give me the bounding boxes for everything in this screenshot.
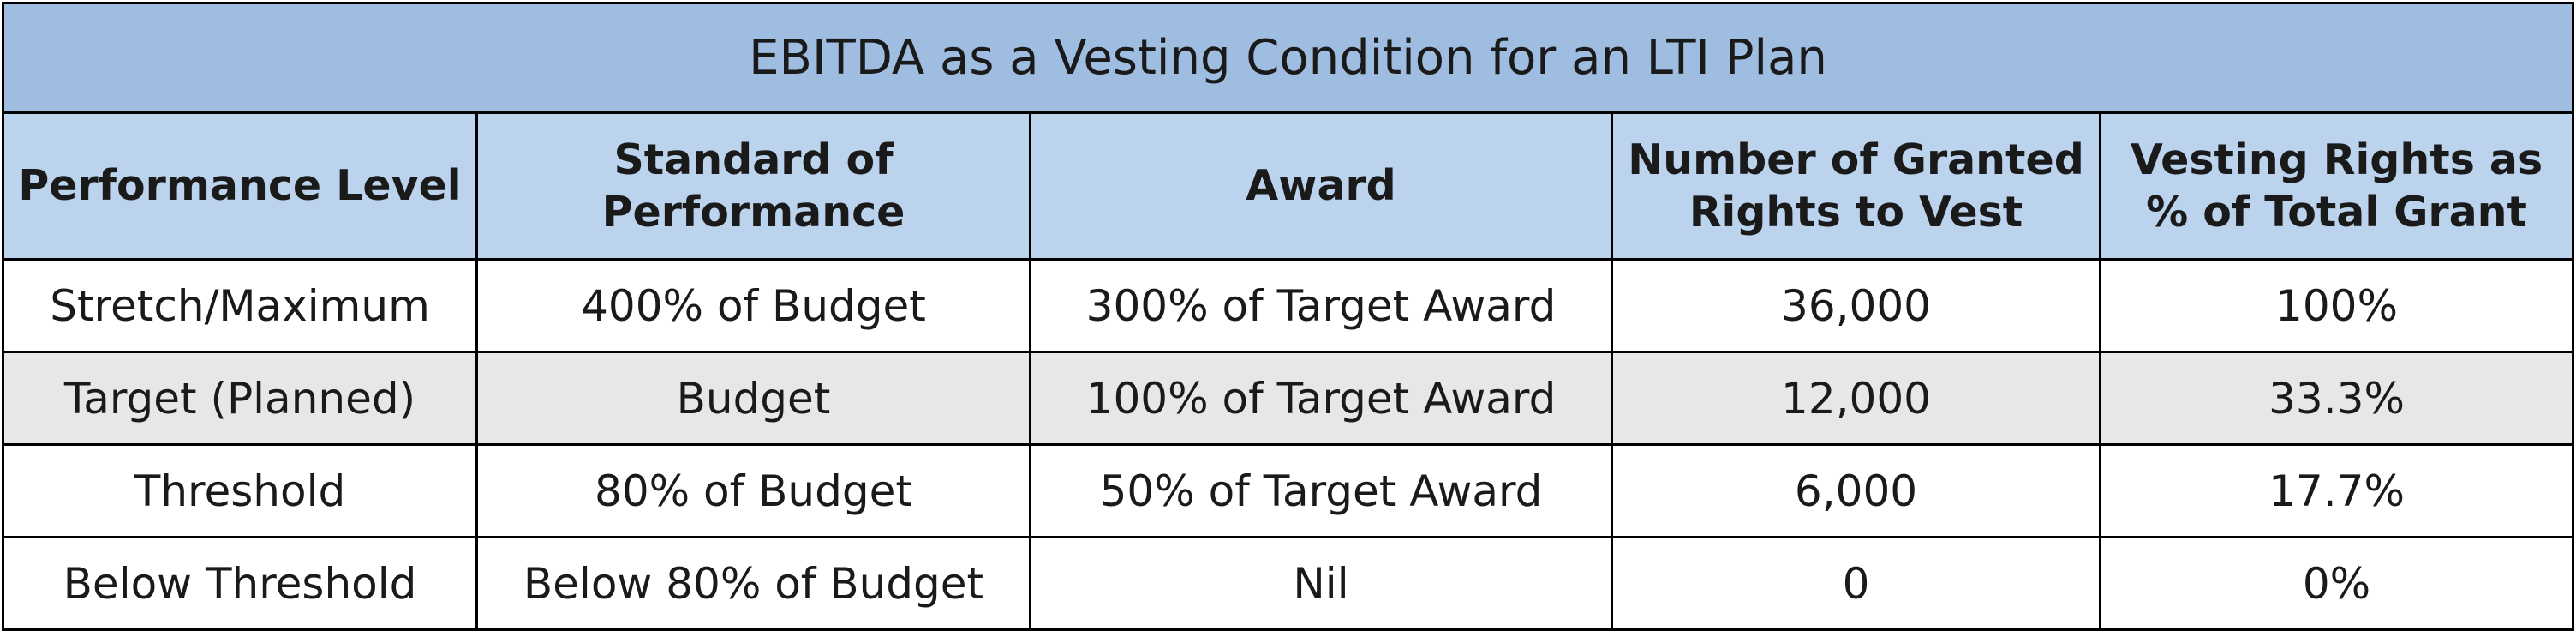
cell-granted-rights: 36,000: [1611, 258, 2101, 353]
table-row: Stretch/Maximum 400% of Budget 300% of T…: [2, 258, 2575, 353]
cell-performance-level: Threshold: [2, 443, 478, 538]
header-standard-of-performance: Standard of Performance: [475, 111, 1031, 261]
cell-performance-level: Stretch/Maximum: [2, 258, 478, 353]
cell-standard: Budget: [475, 351, 1031, 446]
cell-standard: 80% of Budget: [475, 443, 1031, 538]
table-title: EBITDA as a Vesting Condition for an LTI…: [1, 2, 2575, 114]
cell-performance-level: Below Threshold: [2, 536, 478, 631]
table-row: Below Threshold Below 80% of Budget Nil …: [2, 536, 2575, 631]
cell-award: Nil: [1029, 536, 1613, 631]
cell-standard: Below 80% of Budget: [475, 536, 1031, 631]
cell-award: 50% of Target Award: [1029, 443, 1613, 538]
header-vesting-percent: Vesting Rights as % of Total Grant: [2098, 111, 2575, 261]
cell-vesting-percent: 0%: [2098, 536, 2575, 631]
table-row: Target (Planned) Budget 100% of Target A…: [2, 351, 2575, 446]
cell-granted-rights: 6,000: [1611, 443, 2101, 538]
header-row: Performance Level Standard of Performanc…: [2, 111, 2575, 261]
cell-vesting-percent: 100%: [2098, 258, 2575, 353]
cell-granted-rights: 12,000: [1611, 351, 2101, 446]
cell-award: 300% of Target Award: [1029, 258, 1613, 353]
cell-vesting-percent: 33.3%: [2098, 351, 2575, 446]
title-row: EBITDA as a Vesting Condition for an LTI…: [1, 2, 2575, 114]
header-award: Award: [1029, 111, 1613, 261]
cell-granted-rights: 0: [1611, 536, 2101, 631]
cell-vesting-percent: 17.7%: [2098, 443, 2575, 538]
table-row: Threshold 80% of Budget 50% of Target Aw…: [2, 443, 2575, 538]
header-granted-rights: Number of Granted Rights to Vest: [1611, 111, 2101, 261]
cell-standard: 400% of Budget: [475, 258, 1031, 353]
header-performance-level: Performance Level: [2, 111, 478, 261]
cell-performance-level: Target (Planned): [2, 351, 478, 446]
cell-award: 100% of Target Award: [1029, 351, 1613, 446]
